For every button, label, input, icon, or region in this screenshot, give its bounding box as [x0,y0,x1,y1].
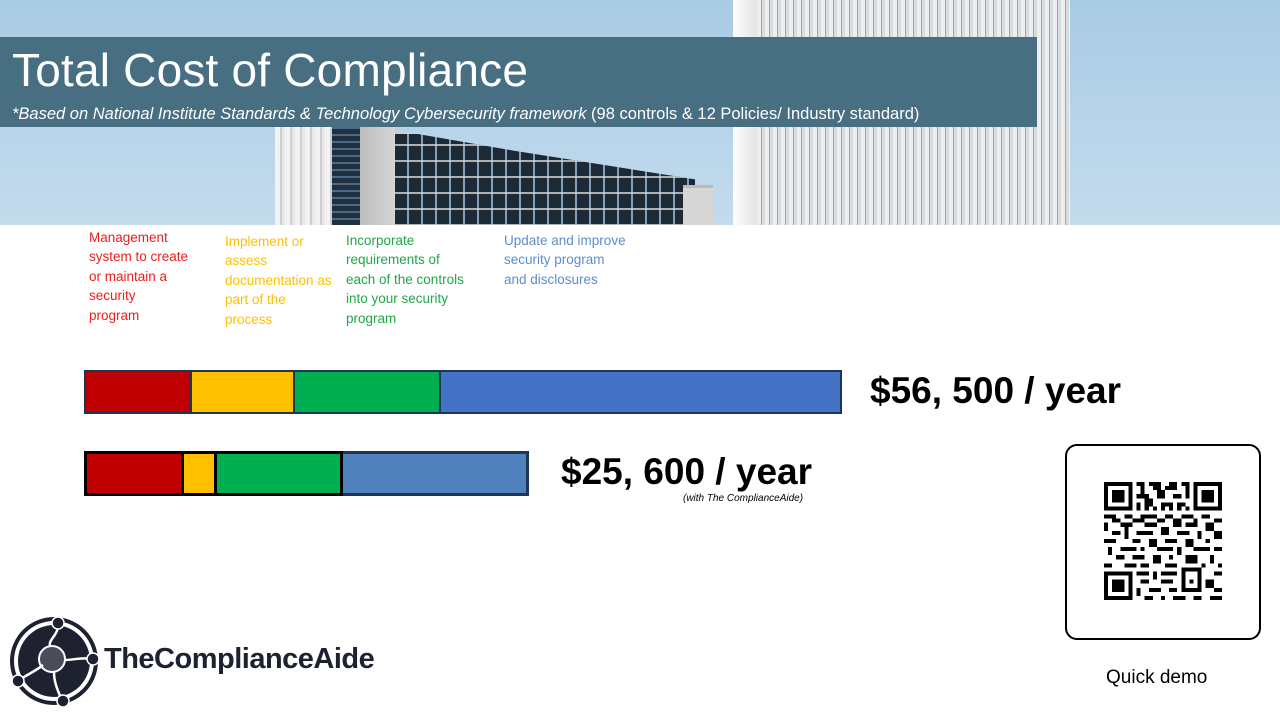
company-name: TheComplianceAide [104,643,375,675]
legend-update: Update and improve security program and … [504,233,626,287]
subtitle-details: (98 controls & 12 Policies/ Industry sta… [586,105,920,123]
page-title: Total Cost of Compliance [12,44,529,96]
legend-controls: Incorporate requirements of each of the … [346,233,464,326]
building-wall [360,125,395,225]
building-dark-facade [332,125,362,225]
complianceaide-cost-bar [84,451,529,496]
building-end [683,185,713,225]
industry-cost-bar [84,370,842,414]
bar-segment-documentation [190,372,293,412]
bar-segment-controls [293,372,439,412]
bar-segment-management [86,372,190,412]
title-band [0,37,1037,127]
building-columns [275,120,335,225]
bar-segment-update [439,372,840,412]
bar-segment-management [84,451,184,496]
industry-price: $56, 500 / year [870,370,1121,411]
qr-code-icon[interactable] [1104,482,1222,600]
qr-caption: Quick demo [1106,667,1208,688]
legend-documentation: Implement or assess documentation as par… [225,234,332,327]
complianceaide-price: $25, 600 / year [561,451,812,492]
complianceaide-note: (with The ComplianceAide) [683,493,804,504]
building-floor-lines [395,130,695,225]
legend-management: Management system to create or maintain … [89,230,189,323]
subtitle-framework: *Based on National Institute Standards &… [12,105,587,123]
bar-segment-controls [217,451,343,496]
company-logo-icon [10,616,100,707]
bar-segment-update [343,451,529,496]
page-subtitle: *Based on National Institute Standards &… [12,105,919,124]
bar-segment-documentation [184,451,217,496]
